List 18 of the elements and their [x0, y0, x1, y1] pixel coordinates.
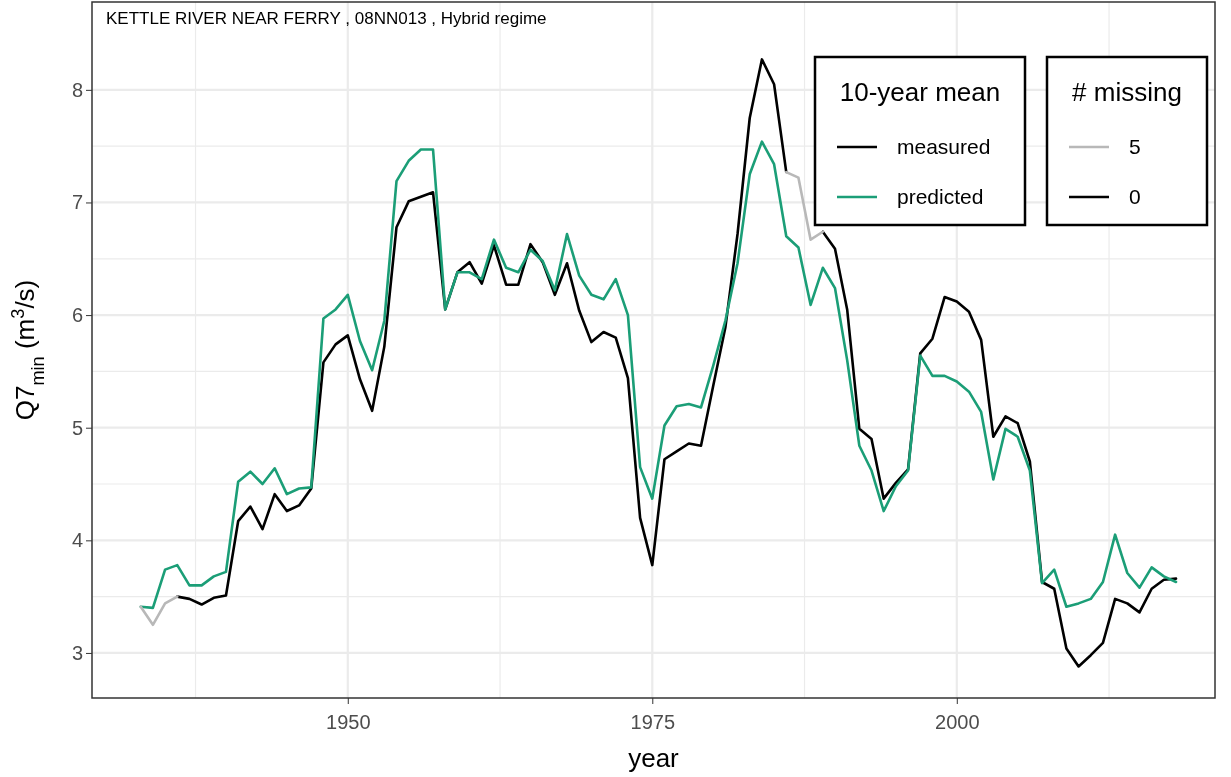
legend-label: predicted — [897, 185, 984, 208]
y-tick-label: 7 — [71, 191, 83, 214]
annotation: # missing — [1072, 77, 1182, 107]
legend-label: 5 — [1129, 135, 1141, 158]
y-tick-label: 3 — [71, 641, 83, 664]
y-tick-label: 8 — [71, 78, 83, 101]
y-tick-label: 5 — [71, 416, 83, 439]
y-tick-label: 4 — [71, 529, 83, 552]
annotation: 0 — [1129, 185, 1141, 208]
x-tick-label: 2000 — [935, 711, 980, 733]
x-axis-title: year — [628, 743, 680, 773]
legend-title: 10-year mean — [839, 77, 1001, 107]
x-tick-label: 1975 — [630, 711, 676, 733]
legend-label: measured — [897, 135, 991, 158]
y-tick-label: 6 — [71, 303, 83, 326]
x-tick-label: 1950 — [326, 711, 371, 733]
line-series — [139, 140, 1178, 610]
chart-title: KETTLE RIVER NEAR FERRY , 08NN013 , Hybrid regime — [106, 9, 547, 28]
